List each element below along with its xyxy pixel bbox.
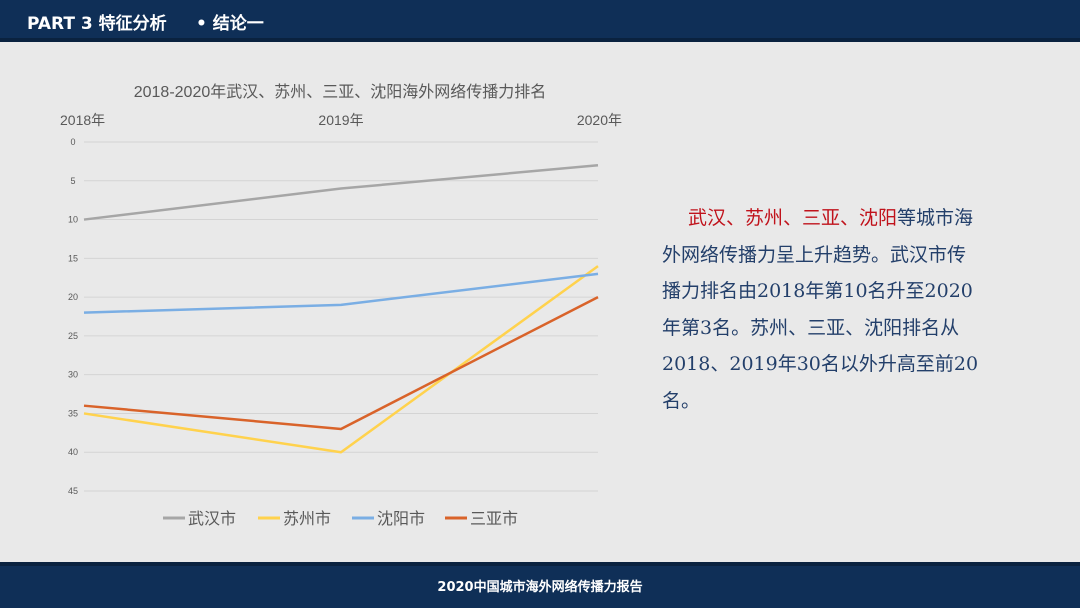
x-tick-label: 2020年 [577,112,622,128]
part-title: PART 3 特征分析 [27,14,167,34]
legend-label: 沈阳市 [377,510,425,528]
legend-label: 三亚市 [470,510,518,528]
series-line [83,272,599,314]
y-tick-label: 45 [68,486,78,496]
series-line [83,295,599,431]
y-tick-label: 10 [68,215,78,225]
footer-title: 2020中国城市海外网络传播力报告 [437,580,643,595]
x-tick-label: 2018年 [60,112,105,128]
x-tick-label: 2019年 [318,112,363,128]
y-tick-label: 0 [70,137,75,147]
y-tick-label: 40 [68,447,78,457]
y-tick-label: 5 [70,176,75,186]
y-tick-label: 20 [68,292,78,302]
series-line [83,164,599,221]
y-tick-label: 15 [68,253,78,263]
section-title: • 结论一 [196,14,264,34]
legend-label: 武汉市 [188,510,236,528]
footer-bar [0,566,1080,608]
footer-divider [0,562,1080,566]
header-bar [0,0,1080,38]
chart-title: 2018-2020年武汉、苏州、三亚、沈阳海外网络传播力排名 [134,82,547,101]
y-tick-label: 30 [68,370,78,380]
conclusion-paragraph: 武汉、苏州、三亚、沈阳等城市海外网络传播力呈上升趋势。武汉市传播力排名由2018… [662,200,980,419]
y-tick-label: 25 [68,331,78,341]
y-tick-label: 35 [68,408,78,418]
highlighted-cities: 武汉、苏州、三亚、沈阳 [688,207,898,229]
series-line [83,265,599,454]
conclusion-body: 等城市海外网络传播力呈上升趋势。武汉市传播力排名由2018年第10名升至2020… [662,207,979,412]
line-chart: 2018-2020年武汉、苏州、三亚、沈阳海外网络传播力排名 0 5 10 15 20 25… [60,82,622,528]
header-divider [0,38,1080,42]
legend-label: 苏州市 [283,510,331,528]
